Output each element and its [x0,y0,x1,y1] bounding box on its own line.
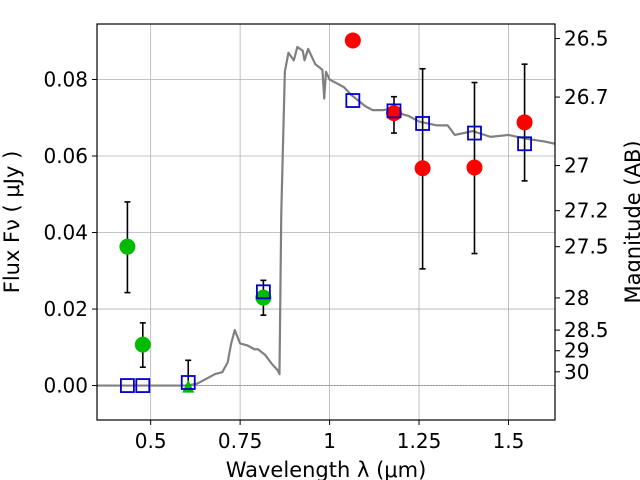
y-axis-label: Flux Fν ( μJy ) [0,151,24,294]
model-photometry-square [120,378,135,393]
x-tick-label: 1.25 [397,429,442,453]
y-tick-label: 0.04 [43,221,88,245]
y-right-tick-label: 30 [564,360,589,384]
x-tick-label: 1.5 [493,429,525,453]
model-photometry-square [345,93,361,108]
axis-ticks: 0.5 0.75 1 1.25 1.5 0.00 0.02 0.04 0.06 0.08 26.5 2… [43,27,608,453]
plot-frame [96,23,556,421]
x-tick-label: 1 [323,429,336,453]
x-axis-label: Wavelength λ (μm) [226,458,427,480]
y-tick-label: 0.08 [43,67,88,91]
model-photometry-square [386,103,402,119]
y-right-tick-label: 28.5 [564,318,609,342]
data-point-circle [344,32,361,49]
model-photometry-square [255,284,271,300]
x-tick-label: 0.75 [218,429,263,453]
model-photometry-square [135,378,151,393]
model-photometry-square [180,375,196,390]
data-point-circle [414,160,431,177]
model-sed-line [97,45,556,387]
model-photometry-square [517,136,532,152]
model-sed-curve [97,45,556,387]
y-tick-label: 0.06 [43,144,88,168]
data-point-circle [466,159,483,176]
model-photometry-square [467,125,482,141]
y-right-tick-label: 29 [564,339,589,363]
y-right-tick-label: 27 [564,154,589,178]
error-bars [124,63,528,387]
y-right-tick-label: 27.2 [564,199,609,223]
y-tick-label: 0.02 [43,297,88,321]
data-point-circle [134,336,151,353]
y-right-axis-label: Magnitude (AB) [621,140,640,303]
y-tick-label: 0.00 [43,374,88,398]
y-right-tick-label: 26.5 [564,27,609,51]
x-tick-label: 0.5 [135,429,167,453]
data-markers [119,32,533,393]
y-right-tick-label: 26.7 [564,85,609,109]
data-point-circle [119,238,136,255]
y-right-tick-label: 27.5 [564,235,609,259]
data-point-circle [516,114,533,131]
y-right-tick-label: 28 [564,286,589,310]
model-photometry-square [415,116,431,131]
